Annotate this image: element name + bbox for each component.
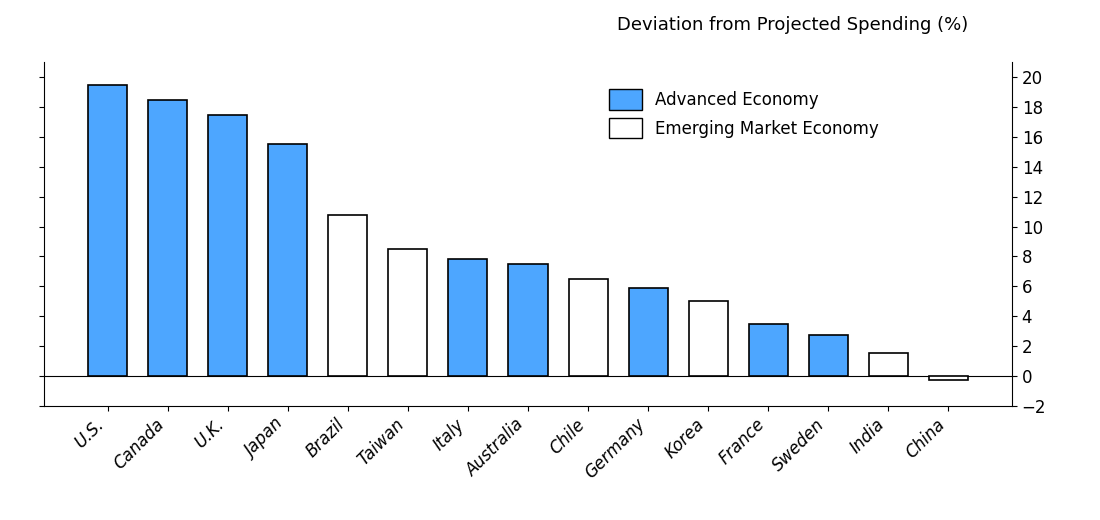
Text: Deviation from Projected Spending (%): Deviation from Projected Spending (%) <box>617 16 968 34</box>
Bar <box>808 335 848 376</box>
Bar <box>508 264 548 376</box>
Bar <box>208 114 248 376</box>
Bar <box>449 259 487 376</box>
Bar <box>689 301 728 376</box>
Bar <box>88 85 126 376</box>
Bar <box>148 100 187 376</box>
Legend: Advanced Economy, Emerging Market Economy: Advanced Economy, Emerging Market Econom… <box>601 81 888 147</box>
Bar <box>869 354 907 376</box>
Bar <box>628 288 668 376</box>
Bar <box>328 215 367 376</box>
Bar <box>268 145 307 376</box>
Bar <box>930 376 968 380</box>
Bar <box>569 279 607 376</box>
Bar <box>749 323 788 376</box>
Bar <box>388 249 428 376</box>
